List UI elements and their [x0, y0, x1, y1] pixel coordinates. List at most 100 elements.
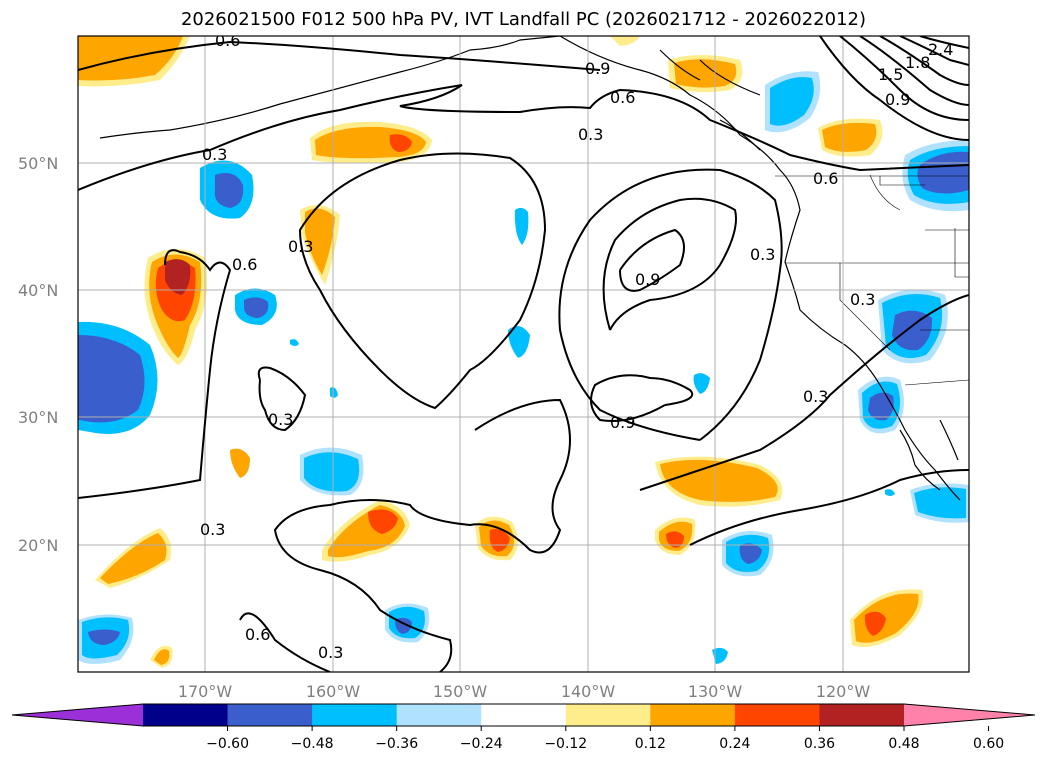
colorbar-tick-label: 0.60	[973, 736, 1004, 752]
negative-region	[693, 373, 710, 394]
contour-line	[273, 398, 571, 672]
lat-label: 50°N	[18, 154, 58, 173]
contour-label: 0.3	[750, 245, 775, 264]
contour-label: 0.3	[202, 145, 227, 164]
lat-label: 40°N	[18, 281, 58, 300]
negative-region	[914, 487, 966, 519]
negative-region	[892, 310, 933, 351]
colorbar-tick-label: 0.48	[888, 736, 919, 752]
lat-label: 20°N	[18, 536, 58, 555]
negative-region	[88, 629, 120, 645]
negative-region	[868, 392, 894, 421]
contour-line	[879, 36, 969, 86]
contour-line	[619, 228, 685, 292]
contour-label: 0.9	[635, 270, 660, 289]
contour-label: 0.9	[585, 59, 610, 78]
contour-line	[257, 366, 307, 432]
colorbar-extend-high	[904, 704, 1035, 726]
positive-region	[610, 36, 640, 46]
contour-label: 0.6	[232, 255, 257, 274]
pv-contours	[78, 36, 969, 672]
negative-region	[214, 172, 244, 208]
contour-label: 0.6	[610, 88, 635, 107]
lon-label: 120°W	[816, 682, 871, 701]
longitude-labels: 170°W 160°W 150°W 140°W 130°W 120°W	[178, 682, 871, 701]
colorbar-tick-label: −0.60	[206, 736, 249, 752]
colorbar-tick-label: −0.36	[375, 736, 418, 752]
colorbar-tick-label: 0.36	[804, 736, 835, 752]
ivt-shading	[78, 36, 969, 668]
contour-line	[689, 469, 969, 546]
contour-label: 0.3	[318, 643, 343, 662]
negative-region	[290, 339, 299, 346]
contour-label: 1.8	[905, 53, 930, 72]
contour-label: 0.9	[885, 90, 910, 109]
lon-label: 140°W	[561, 682, 616, 701]
colorbar-outline	[11, 703, 1036, 727]
positive-region	[165, 259, 191, 295]
positive-region	[822, 122, 877, 152]
negative-region	[739, 543, 762, 564]
positive-region	[100, 533, 167, 584]
negative-region	[508, 326, 530, 358]
positive-region	[666, 531, 684, 548]
borders	[775, 174, 969, 386]
contour-line	[239, 612, 331, 672]
colorbar-segment	[650, 704, 736, 726]
colorbar-segment	[143, 704, 229, 726]
contour-label: 0.3	[578, 125, 603, 144]
gridlines	[78, 36, 969, 672]
colorbar-segment	[396, 704, 482, 726]
negative-region	[514, 207, 529, 245]
contour-line	[899, 36, 969, 66]
positive-region	[389, 134, 412, 152]
contour-label: 0.3	[268, 410, 293, 429]
contour-label: 0.3	[803, 387, 828, 406]
positive-region	[230, 448, 250, 478]
colorbar-segment	[819, 704, 905, 726]
map-frame	[77, 35, 970, 673]
positive-region	[305, 208, 335, 275]
positive-region	[489, 529, 510, 552]
contour-line	[919, 36, 969, 49]
lon-label: 150°W	[433, 682, 488, 701]
negative-region	[244, 297, 269, 318]
contour-label: 0.6	[813, 169, 838, 188]
negative-region	[917, 151, 969, 194]
contour-line	[602, 197, 737, 331]
colorbar-tick-label: −0.24	[460, 736, 503, 752]
map-title: 2026021500 F012 500 hPa PV, IVT Landfall…	[180, 9, 867, 30]
positive-region	[674, 59, 737, 88]
lat-label: 30°N	[18, 408, 58, 427]
lon-label: 130°W	[688, 682, 743, 701]
colorbar-extend-low	[12, 704, 143, 726]
contour-line	[590, 374, 694, 422]
colorbar-segment	[481, 704, 567, 726]
contour-label: 2.4	[928, 40, 953, 59]
positive-region	[154, 649, 170, 665]
map-area: 0.6 0.9 0.6 0.3 0.3 0.3 0.6 0.9 0.3 0.3 …	[78, 36, 969, 672]
negative-region	[304, 452, 360, 492]
lon-label: 160°W	[306, 682, 361, 701]
colorbar-segment	[227, 704, 313, 726]
contour-label: 1.5	[878, 65, 903, 84]
positive-region	[864, 611, 886, 636]
colorbar-segment	[565, 704, 651, 726]
contour-line	[558, 168, 783, 441]
positive-region	[368, 509, 398, 534]
lon-label: 170°W	[178, 682, 233, 701]
contour-line	[819, 36, 969, 141]
colorbar-tick-label: −0.12	[544, 736, 587, 752]
negative-region	[770, 77, 814, 126]
negative-region	[330, 387, 338, 398]
negative-region	[78, 335, 145, 423]
contour-line	[298, 152, 547, 410]
colorbar-tick-label: −0.48	[291, 736, 334, 752]
contour-line	[78, 40, 601, 71]
negative-region	[712, 647, 728, 664]
contour-line	[78, 84, 969, 191]
contour-line	[839, 36, 969, 121]
colorbar: −0.60 −0.48 −0.36 −0.24 −0.12 0.12 0.24 0.36 0.4…	[11, 703, 1036, 752]
contour-label: 0.3	[850, 290, 875, 309]
